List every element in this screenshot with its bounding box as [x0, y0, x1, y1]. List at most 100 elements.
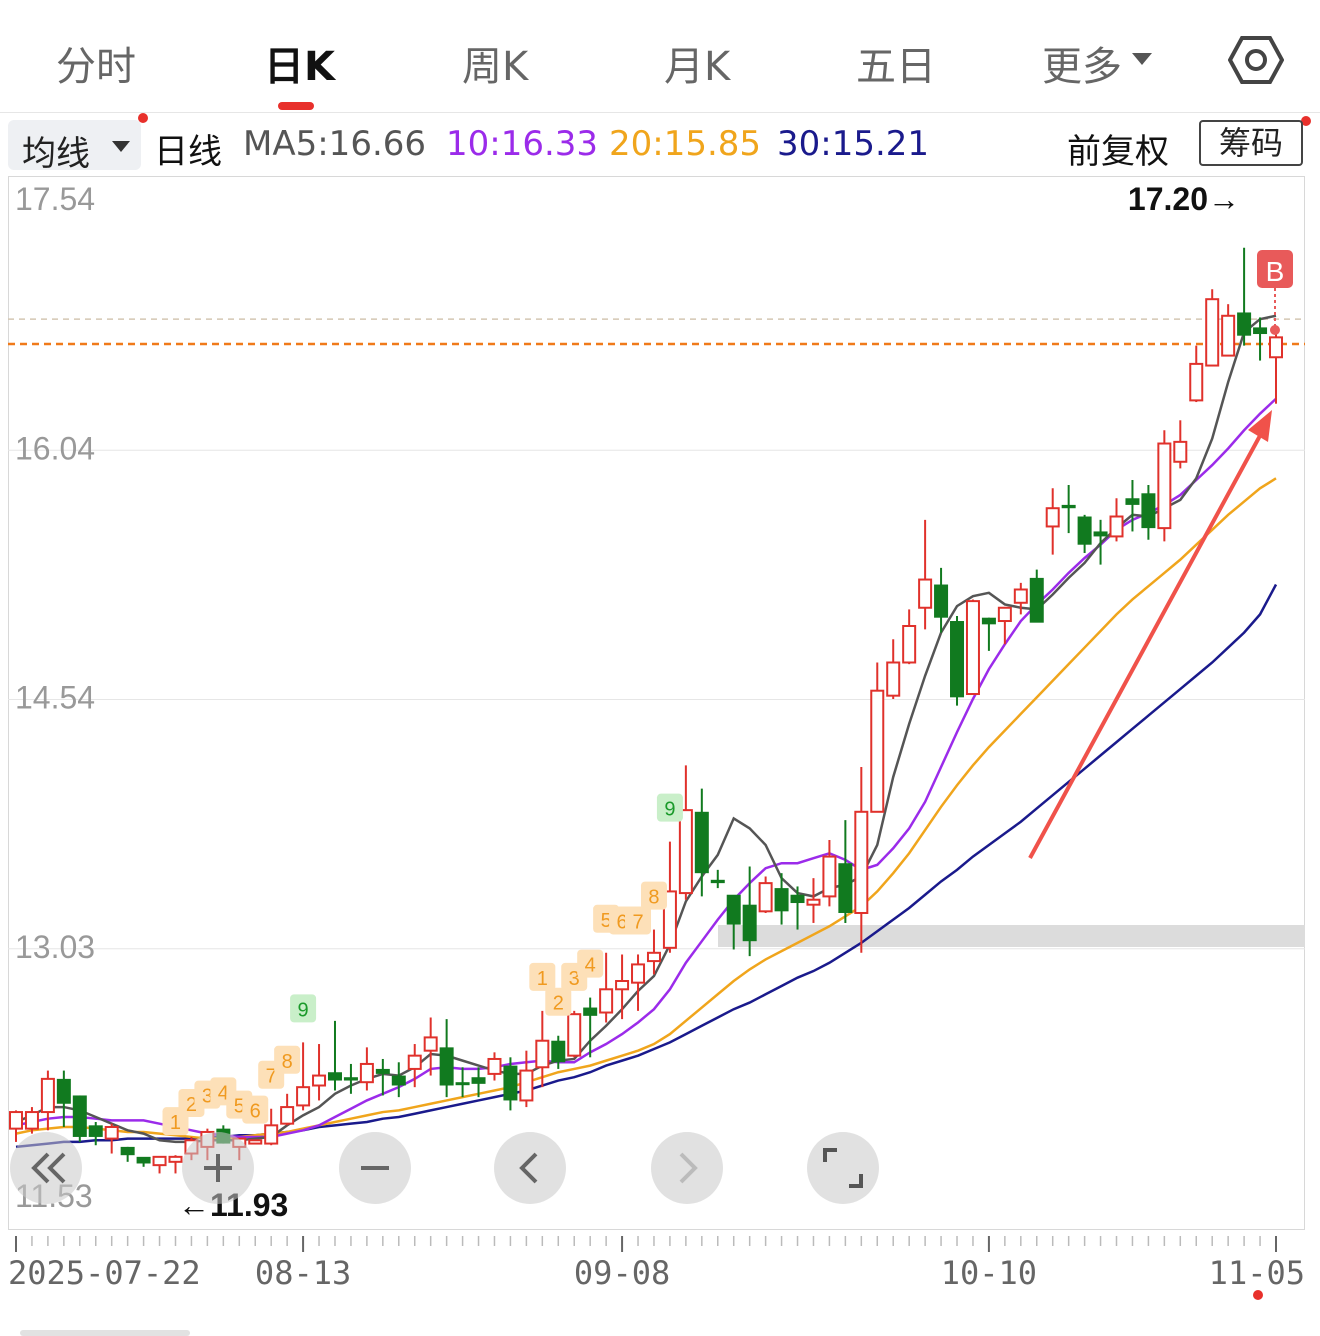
marker-label: 4: [218, 1082, 229, 1104]
candle: [24, 1107, 39, 1134]
candle: [599, 952, 614, 1023]
x-tick-label: 2025-07-22: [8, 1254, 201, 1292]
candle-body: [838, 863, 853, 913]
candle: [1045, 488, 1060, 555]
buy-marker-badge: [1257, 250, 1293, 288]
x-tick-label: 11-05: [1209, 1254, 1305, 1292]
candle: [152, 1155, 167, 1174]
plus-icon: [204, 1154, 232, 1182]
zoom-out-button[interactable]: [339, 1132, 411, 1204]
candle-body: [1125, 498, 1140, 505]
chip-distribution-button[interactable]: 筹码: [1199, 120, 1303, 166]
reference-lines: [8, 318, 1305, 346]
ma-selector-button[interactable]: 均线: [8, 120, 141, 174]
candle-body: [997, 606, 1012, 623]
candle-body: [1237, 312, 1252, 336]
y-tick-label: 17.54: [15, 181, 95, 217]
y-tick-label: 13.03: [15, 929, 95, 965]
tab-five-day[interactable]: 五日: [856, 44, 936, 90]
candle-body: [854, 810, 869, 914]
chevron-right-icon: [679, 1152, 698, 1184]
nine-turn-marker: 8: [274, 1045, 301, 1074]
candle: [726, 894, 741, 950]
ma5-line: [15, 314, 1277, 1144]
scroll-right-button[interactable]: [651, 1132, 723, 1204]
marker-badge: [656, 793, 683, 822]
candle-body: [1077, 516, 1092, 545]
candle: [615, 954, 630, 1020]
tab-monthly-k[interactable]: 月K: [664, 44, 731, 90]
candle: [742, 866, 757, 957]
candle-body: [519, 1069, 534, 1102]
tab-more[interactable]: 更多: [1042, 44, 1122, 90]
candle-body: [1029, 577, 1044, 623]
candle: [391, 1062, 406, 1098]
trend-arrow-line: [1028, 431, 1264, 859]
candle-body: [439, 1047, 454, 1086]
support-zone-band: [718, 925, 1305, 947]
candle-body: [886, 661, 901, 697]
candles: [9, 247, 1283, 1174]
candle: [1029, 569, 1044, 623]
scroll-left-fast-button[interactable]: [10, 1132, 82, 1204]
candle: [1093, 519, 1108, 565]
candle-body: [391, 1075, 406, 1086]
candle: [343, 1063, 358, 1094]
candle: [407, 1044, 422, 1088]
moving-average-lines: [15, 314, 1278, 1149]
x-tick-label: 09-08: [574, 1254, 670, 1292]
candle-body: [327, 1072, 342, 1081]
candle: [838, 820, 853, 923]
candle-body: [1141, 493, 1156, 529]
candle-body: [503, 1065, 518, 1101]
ma30-line: [15, 583, 1278, 1149]
marker-label: 5: [601, 910, 612, 932]
candle: [646, 929, 661, 975]
notification-dot: [1301, 116, 1311, 126]
candle-body: [312, 1074, 327, 1087]
scroll-left-button[interactable]: [494, 1132, 566, 1204]
candle: [9, 1110, 23, 1142]
ma30-value: 30:15.21: [777, 124, 930, 164]
nine-turn-marker: 9: [290, 994, 317, 1023]
candle-body: [599, 988, 614, 1014]
marker-label: 7: [632, 911, 643, 933]
candle: [471, 1067, 486, 1098]
candle: [423, 1017, 438, 1076]
candle-body: [646, 951, 661, 963]
zoom-in-button[interactable]: [182, 1132, 254, 1204]
candle-body: [296, 1086, 311, 1107]
tab-intraday[interactable]: 分时: [56, 44, 136, 90]
candle-body: [694, 811, 709, 874]
candle-body: [567, 1013, 582, 1057]
candle: [694, 788, 709, 897]
candle-body: [902, 624, 917, 664]
candle-body: [726, 894, 741, 925]
marker-label: 8: [648, 887, 659, 909]
nine-turn-marker: 9: [656, 793, 683, 822]
tab-weekly-k[interactable]: 周K: [462, 44, 529, 90]
candle: [822, 839, 837, 907]
tab-daily-k[interactable]: 日K: [264, 44, 335, 90]
chart-frame: [8, 176, 1305, 1230]
candle: [248, 1139, 263, 1145]
candle: [296, 1042, 311, 1111]
candle-body: [343, 1077, 358, 1081]
period-label: 日线: [154, 132, 222, 172]
adjust-mode-button[interactable]: 前复权: [1067, 132, 1169, 172]
y-tick-label: 16.04: [15, 430, 95, 466]
candle: [88, 1122, 103, 1146]
candle-body: [359, 1062, 374, 1084]
marker-label: 1: [537, 968, 548, 990]
candle: [120, 1146, 135, 1162]
candle: [280, 1093, 295, 1126]
nine-turn-marker: 2: [545, 987, 572, 1016]
settings-gear-icon[interactable]: [1227, 34, 1285, 86]
candle: [56, 1070, 71, 1127]
grid-lines: [8, 449, 1305, 950]
trend-arrow-head: [1248, 410, 1272, 442]
fullscreen-button[interactable]: [807, 1132, 879, 1204]
candle: [1189, 345, 1204, 403]
period-high-label: 17.20→: [1128, 181, 1240, 217]
